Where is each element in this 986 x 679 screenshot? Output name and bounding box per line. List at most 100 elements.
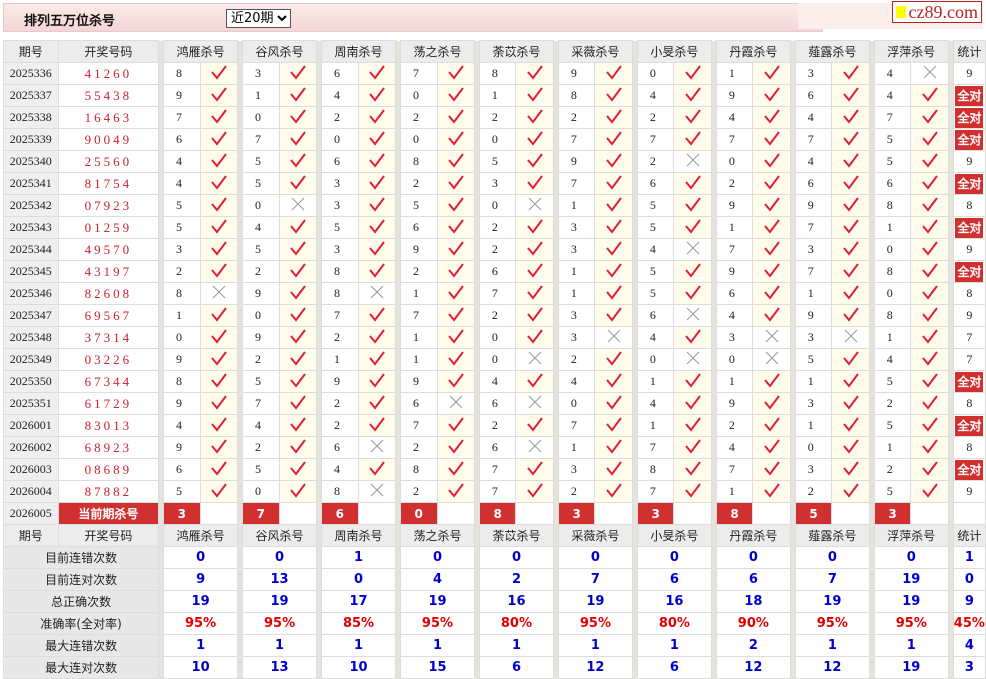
table-row: 2025343 01259 5 4 5 6 2 3 5 1 7 1 全对 <box>3 216 986 239</box>
kill-number-cell: 1 <box>478 84 517 107</box>
kill-number-cell: 7 <box>242 392 280 415</box>
kill-number-cell: 1 <box>873 326 912 349</box>
draw-number-cell: 67344 <box>57 370 160 393</box>
kill-number-cell: 4 <box>715 436 754 459</box>
result-cell <box>436 480 476 503</box>
column-separator <box>869 590 875 613</box>
check-icon <box>447 350 464 366</box>
period-range-select[interactable]: 近20期 <box>226 9 291 28</box>
column-separator <box>395 216 401 239</box>
kill-number-cell: 2 <box>242 260 280 283</box>
column-separator <box>395 282 401 305</box>
stat-cell: 8 <box>952 392 986 415</box>
kill-number-cell: 6 <box>478 436 517 459</box>
column-separator <box>948 282 954 305</box>
column-separator <box>395 612 401 635</box>
check-icon <box>921 328 938 344</box>
result-cell <box>594 172 633 195</box>
column-separator <box>948 392 954 415</box>
kill-number-cell: 0 <box>636 62 675 85</box>
result-cell <box>515 216 555 239</box>
result-cell <box>199 348 239 371</box>
kill-number-cell: 4 <box>636 84 675 107</box>
column-separator <box>237 524 243 547</box>
kill-number-cell: 0 <box>320 128 359 151</box>
column-separator <box>316 480 322 503</box>
column-separator <box>553 304 559 327</box>
result-cell <box>357 62 397 85</box>
stats-value: 19 <box>873 590 949 613</box>
check-icon <box>526 108 543 124</box>
result-cell <box>278 172 318 195</box>
kill-number-cell: 8 <box>163 62 201 85</box>
check-icon <box>605 64 622 80</box>
check-icon <box>763 130 780 146</box>
column-separator <box>948 216 954 239</box>
kill-number-cell: 8 <box>320 282 359 305</box>
result-cell <box>910 414 949 437</box>
header-expert: 薤露杀号 <box>794 40 870 63</box>
check-icon <box>921 218 938 234</box>
result-cell <box>199 304 239 327</box>
header-expert: 荡之杀号 <box>399 40 476 63</box>
kill-number-cell: 1 <box>242 84 280 107</box>
result-cell <box>752 436 791 459</box>
check-icon <box>526 240 543 256</box>
kill-number-cell: 9 <box>794 194 833 217</box>
kill-number-cell: 0 <box>557 392 596 415</box>
column-separator <box>553 436 559 459</box>
column-separator <box>869 106 875 129</box>
result-cell <box>910 282 949 305</box>
table-row: 2025341 81754 4 5 3 2 3 7 6 2 6 6 全对 <box>3 172 986 195</box>
check-icon <box>369 174 385 190</box>
column-separator <box>395 480 401 503</box>
column-separator <box>869 370 875 393</box>
period-cell: 2026003 <box>3 458 59 481</box>
stats-value: 12 <box>794 656 870 679</box>
column-separator <box>553 568 559 591</box>
check-icon <box>605 152 622 168</box>
site-logo[interactable]: cz89.com <box>891 1 982 23</box>
result-cell <box>357 370 397 393</box>
result-cell <box>752 62 791 85</box>
kill-number-cell: 1 <box>399 326 438 349</box>
check-icon <box>290 86 306 102</box>
kill-number-cell: 8 <box>478 62 517 85</box>
column-separator <box>869 546 875 569</box>
column-separator <box>158 502 164 525</box>
header-stat: 统计 <box>952 40 986 63</box>
column-separator <box>790 568 796 591</box>
column-separator <box>316 524 322 547</box>
correct-count: 9 <box>966 242 973 256</box>
column-separator <box>790 304 796 327</box>
column-separator <box>553 40 559 63</box>
result-cell <box>199 238 239 261</box>
result-cell <box>515 326 555 349</box>
column-separator <box>869 458 875 481</box>
table-row: 2025339 90049 6 7 0 0 0 7 7 7 7 5 全对 <box>3 128 986 151</box>
kill-number-cell: 7 <box>242 128 280 151</box>
logo-square-icon <box>895 6 906 18</box>
kill-number-cell: 5 <box>636 194 675 217</box>
kill-number-cell: 2 <box>794 480 833 503</box>
check-icon <box>526 130 543 146</box>
kill-number-cell: 4 <box>794 106 833 129</box>
check-icon <box>369 196 385 212</box>
stats-label: 目前连错次数 <box>2 546 160 569</box>
kill-number-cell: 7 <box>636 128 675 151</box>
column-separator <box>474 282 480 305</box>
header-expert: 鸿雁杀号 <box>163 40 239 63</box>
kill-number-cell: 3 <box>794 62 833 85</box>
column-separator <box>474 304 480 327</box>
column-separator <box>158 414 164 437</box>
kill-number-cell: 6 <box>636 304 675 327</box>
result-cell <box>515 238 555 261</box>
column-separator <box>869 480 875 503</box>
kill-number-cell: 6 <box>163 128 201 151</box>
column-separator <box>237 568 243 591</box>
draw-number-cell: 83013 <box>57 414 160 437</box>
check-icon <box>605 460 622 476</box>
column-separator <box>553 590 559 613</box>
column-separator <box>711 106 717 129</box>
column-separator <box>790 326 796 349</box>
